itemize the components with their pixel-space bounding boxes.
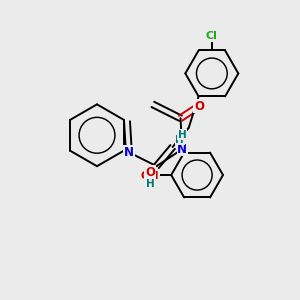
Text: N: N bbox=[177, 142, 187, 156]
Text: O: O bbox=[194, 100, 204, 112]
Text: H: H bbox=[178, 130, 186, 140]
Text: O: O bbox=[145, 166, 155, 179]
Text: H: H bbox=[176, 134, 184, 145]
Text: H: H bbox=[146, 179, 155, 190]
Text: Cl: Cl bbox=[206, 31, 218, 41]
Text: N: N bbox=[124, 146, 134, 159]
Text: OH: OH bbox=[141, 172, 159, 182]
